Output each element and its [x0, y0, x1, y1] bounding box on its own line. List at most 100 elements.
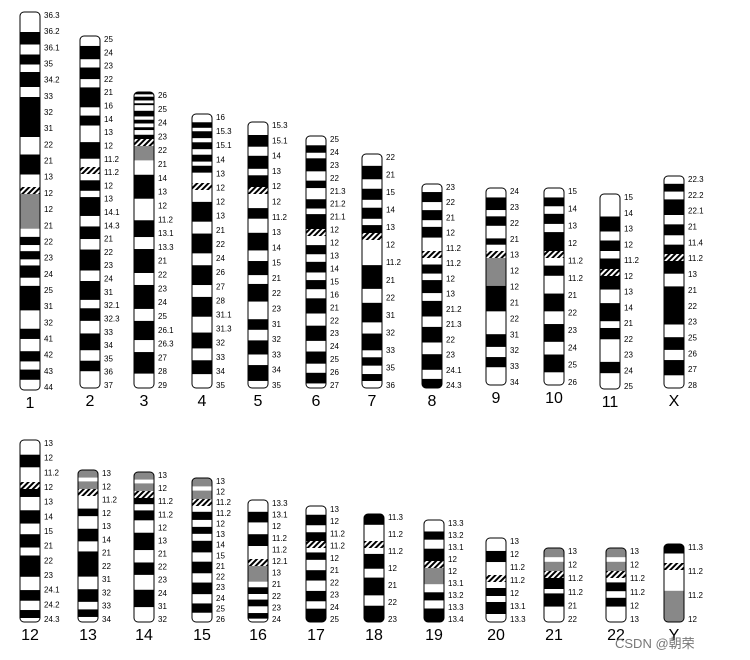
- band-q-4: [424, 608, 444, 622]
- band-label: 32: [158, 615, 167, 624]
- band-label: 22: [568, 615, 577, 624]
- band-p-1: [606, 557, 626, 563]
- band-q-8: [362, 365, 382, 375]
- band-p-1: [664, 183, 684, 192]
- band-q-0: [134, 146, 154, 161]
- band-p-1: [544, 557, 564, 563]
- band-q-15: [80, 360, 100, 372]
- band-q-12: [80, 320, 100, 334]
- band-label: 13: [104, 128, 113, 137]
- chromosome-18: 11.3 11.2 11.2 12 21 22 23 18: [363, 513, 404, 644]
- band-label: 41: [44, 334, 53, 343]
- band-q-7: [362, 357, 382, 366]
- band-q-10: [362, 381, 382, 388]
- chromosome-name: 17: [307, 627, 325, 644]
- band-q-1: [664, 590, 684, 622]
- band-label: 21: [158, 257, 167, 266]
- band-q-6: [486, 367, 506, 385]
- band-label: 12: [158, 484, 167, 493]
- chromosome-name: 9: [492, 390, 501, 407]
- band-label: 12: [216, 519, 225, 528]
- band-q-2: [362, 288, 382, 304]
- band-q-11: [20, 338, 40, 352]
- band-label: 12: [568, 239, 577, 248]
- band-p-8: [80, 125, 100, 143]
- chromosome-outline: [663, 543, 685, 623]
- chromosome-4: 16 15.3 15.1 14 13 12 12 13 21 22 24 26 27 28 31.1 31.3…: [191, 113, 232, 410]
- band-q-7: [248, 618, 268, 622]
- centromere: [306, 541, 326, 548]
- band-label: 15.3: [216, 127, 232, 136]
- band-p-9: [192, 165, 212, 173]
- band-p-5: [80, 87, 100, 108]
- band-q-10: [78, 616, 98, 622]
- band-q-0: [664, 261, 684, 274]
- band-p-2: [600, 231, 620, 241]
- band-label: 12: [386, 241, 395, 250]
- band-label: 11.2: [688, 567, 704, 576]
- band-label: 12: [510, 589, 519, 598]
- band-label: 12: [630, 601, 639, 610]
- band-p-1: [20, 32, 40, 45]
- band-label: 44: [44, 383, 53, 392]
- band-q-2: [134, 510, 154, 521]
- chromosome-name: 6: [312, 393, 321, 410]
- band-label: 13.1: [448, 543, 464, 552]
- band-label: 24: [330, 603, 339, 612]
- band-label: 24.1: [44, 586, 60, 595]
- band-q-5: [134, 237, 154, 250]
- band-p-1: [248, 135, 268, 147]
- band-q-9: [192, 582, 212, 595]
- band-label: 26: [330, 368, 339, 377]
- centromere: [544, 571, 564, 578]
- band-q-4: [364, 595, 384, 607]
- band-p-2: [306, 525, 326, 533]
- band-q-0: [422, 258, 442, 265]
- band-q-11: [248, 340, 268, 355]
- band-label: 32: [44, 318, 53, 327]
- band-p-10: [134, 127, 154, 131]
- band-q-0: [600, 276, 620, 290]
- band-label: 23: [158, 284, 167, 293]
- band-label: 15: [216, 551, 225, 560]
- band-q-3: [248, 232, 268, 251]
- band-label: 14: [216, 155, 225, 164]
- band-label: 13.4: [448, 615, 464, 624]
- band-label: 16: [216, 113, 225, 122]
- band-label: 26: [158, 91, 167, 100]
- band-label: 11.2: [44, 468, 60, 477]
- band-label: 15: [386, 188, 395, 197]
- band-q-6: [544, 341, 564, 355]
- band-label: 13.1: [272, 511, 288, 520]
- band-label: 24: [272, 615, 281, 624]
- band-q-3: [424, 600, 444, 609]
- chromosome-13: 13 12 11.2 12 13 14 21 22 31 32 33 34 13: [77, 469, 118, 644]
- band-label: 25: [330, 135, 339, 144]
- band-q-1: [606, 582, 626, 592]
- band-p-4: [134, 103, 154, 106]
- band-q-0: [306, 236, 326, 246]
- band-q-3: [20, 245, 40, 252]
- band-q-3: [20, 523, 40, 535]
- band-q-2: [544, 593, 564, 607]
- band-p-2: [544, 206, 564, 215]
- chromosome-10: 15 14 13 12 11.2 11.2 21 22 23 24 25 26 10: [543, 187, 584, 407]
- band-p-10: [80, 158, 100, 168]
- band-label: 13: [386, 223, 395, 232]
- band-label: 13.1: [158, 229, 174, 238]
- band-label: 13.3: [510, 615, 526, 624]
- band-label: 11.2: [624, 256, 640, 265]
- band-q-1: [486, 285, 506, 312]
- centromere: [544, 251, 564, 258]
- band-q-2: [486, 311, 506, 335]
- band-label: 23: [44, 254, 53, 263]
- chromosome-9: 24 23 22 21 13 12 12 21 22 31 32 33 34 9: [485, 187, 519, 407]
- band-label: 35: [104, 354, 113, 363]
- band-q-6: [362, 350, 382, 358]
- band-label: 21: [216, 562, 225, 571]
- band-label: 13: [102, 469, 111, 478]
- chromosome-outline: [305, 135, 327, 389]
- band-label: 12.1: [272, 557, 288, 566]
- band-q-4: [248, 599, 268, 607]
- band-label: 35: [386, 363, 395, 372]
